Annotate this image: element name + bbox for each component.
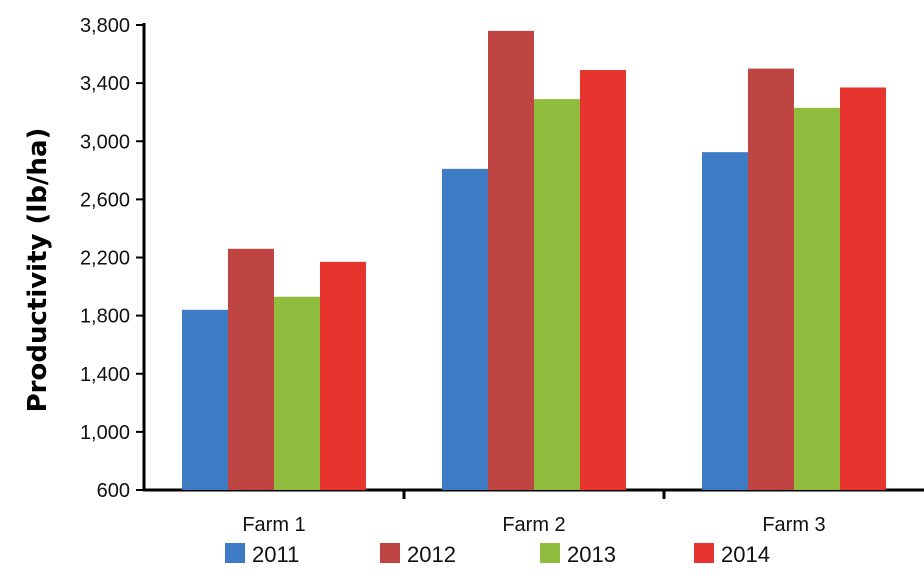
legend-swatch	[694, 543, 714, 563]
legend-swatch	[540, 543, 560, 563]
y-tick-label: 3,000	[80, 131, 130, 153]
bar-2013-farm-1	[274, 296, 320, 490]
legend-label: 2013	[567, 542, 616, 567]
bar-2011-farm-3	[702, 152, 748, 490]
y-tick-label: 3,400	[80, 73, 130, 95]
bar-2014-farm-1	[320, 261, 366, 490]
bar-2012-farm-2	[488, 30, 534, 490]
x-axis: Farm 1 Farm 2 Farm 3	[143, 488, 924, 536]
legend-swatch	[380, 543, 400, 563]
legend-label: 2011	[252, 542, 299, 567]
x-tick-label: Farm 3	[762, 514, 825, 536]
bar-2013-farm-2	[534, 99, 580, 490]
y-tick-label: 600	[97, 480, 130, 502]
y-tick-label: 1,000	[80, 422, 130, 444]
y-tick-label: 1,800	[80, 306, 130, 328]
legend-label: 2014	[721, 542, 770, 567]
legend-swatch	[225, 543, 245, 563]
bar-2014-farm-3	[840, 87, 886, 490]
bars	[182, 30, 886, 490]
y-tick-label: 1,400	[80, 364, 130, 386]
bar-2014-farm-2	[580, 70, 626, 490]
bar-2012-farm-3	[748, 68, 794, 490]
y-tick-label: 2,600	[80, 189, 130, 211]
legend-label: 2012	[407, 542, 456, 567]
y-axis: 600 1,000 1,400 1,800 2,200 2,600 3,000 3,400 3,…	[80, 15, 146, 502]
x-tick-label: Farm 2	[502, 514, 565, 536]
x-tick-label: Farm 1	[242, 514, 305, 536]
y-tick-label: 2,200	[80, 248, 130, 270]
bar-2012-farm-1	[228, 248, 274, 490]
y-axis-title: Productivity (lb/ha)	[23, 128, 53, 413]
bar-2011-farm-1	[182, 309, 228, 490]
bar-2013-farm-3	[794, 107, 840, 490]
legend: 2011 2012 2013 2014	[225, 542, 770, 567]
bar-2011-farm-2	[442, 168, 488, 490]
y-tick-label: 3,800	[80, 15, 130, 37]
